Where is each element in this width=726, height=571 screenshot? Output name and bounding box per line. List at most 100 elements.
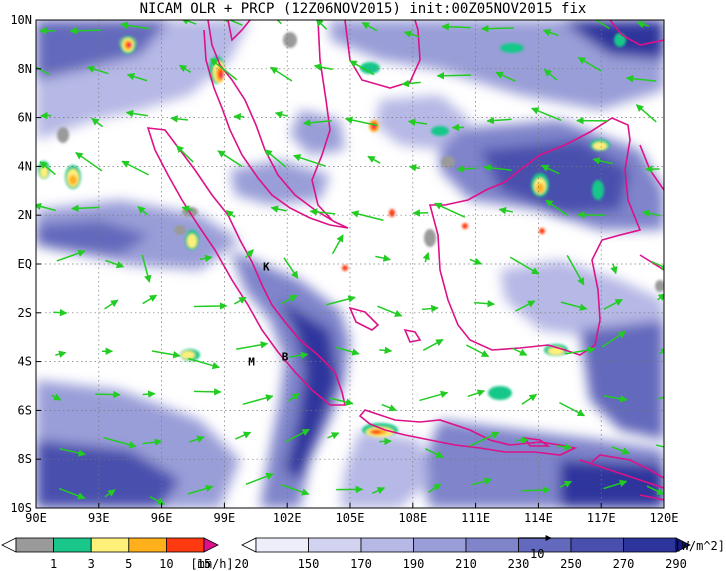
wind-arrow	[422, 338, 444, 351]
wind-arrow	[349, 60, 375, 76]
wind-arrow	[187, 357, 220, 370]
colorbar-tick-label: 150	[298, 557, 320, 571]
wind-arrow	[71, 204, 100, 213]
wind-arrow	[141, 254, 152, 283]
wind-arrow	[151, 350, 181, 359]
map-title: NICAM OLR + PRCP (12Z06NOV2015) init:00Z…	[139, 1, 587, 17]
wind-arrow	[428, 483, 442, 493]
wind-arrow	[233, 296, 247, 305]
wind-arrow	[636, 20, 650, 29]
place-label-B: B	[282, 351, 289, 364]
wind-arrow	[86, 65, 109, 75]
wind-arrow	[178, 64, 192, 73]
y-tick-label: 8N	[18, 62, 32, 76]
wind-arrow	[559, 401, 586, 417]
colorbar-tick-label: 10	[159, 557, 173, 571]
y-tick-label: 2N	[18, 208, 32, 222]
wind-arrow	[421, 304, 439, 313]
wind-arrow	[302, 119, 332, 127]
wind-arrow	[126, 73, 148, 82]
wind-arrow	[498, 206, 514, 215]
wind-arrow	[577, 211, 605, 219]
wind-arrow	[193, 388, 222, 396]
wind-arrow	[422, 252, 430, 263]
colorbar-tick-label: 1	[50, 557, 57, 571]
wind-arrow	[104, 299, 119, 310]
wind-arrow	[245, 472, 274, 486]
colorbar-tick-label: 250	[560, 557, 582, 571]
wind-arrow	[434, 202, 466, 218]
wind-arrow	[486, 116, 512, 125]
colorbar-swatch	[53, 537, 92, 553]
wind-arrow	[592, 157, 613, 165]
olr-colorbar: 150 170 190 210 230 250 270 290 [W/m^2]	[241, 537, 725, 571]
colorbar-swatch	[15, 537, 54, 553]
wind-arrow	[55, 350, 67, 358]
wind-arrow	[531, 107, 562, 121]
wind-arrow	[235, 431, 252, 440]
y-tick-label: 2S	[18, 306, 32, 320]
x-tick-label: 93E	[88, 511, 110, 525]
reference-vector-label: 10	[530, 547, 544, 561]
wind-arrow	[142, 294, 158, 305]
wind-arrow	[221, 20, 243, 26]
wind-arrow	[469, 431, 500, 447]
wind-arrow	[509, 256, 540, 275]
colorbar-tick-label: 190	[403, 557, 425, 571]
wind-arrow	[309, 208, 336, 216]
wind-arrow	[170, 115, 188, 123]
x-tick-label: 114E	[524, 511, 553, 525]
wind-arrow	[280, 483, 310, 496]
wind-vectors	[36, 20, 664, 505]
wind-arrow	[564, 346, 596, 355]
olr-unit: [W/m^2]	[674, 539, 725, 553]
wind-arrow	[120, 21, 150, 30]
axis-ticks: 90E 93E 96E 99E 102E 105E 108E 111E 114E 117E 120E…	[10, 13, 678, 525]
wind-arrow	[566, 254, 585, 286]
wind-arrow	[419, 390, 449, 402]
x-tick-label: 102E	[273, 511, 302, 525]
wind-arrow	[658, 347, 664, 356]
wind-arrow	[58, 487, 86, 500]
wind-arrow	[36, 202, 56, 212]
colorbar-swatch	[308, 537, 362, 553]
x-tick-label: 120E	[650, 511, 679, 525]
colorbar-min-arrow	[1, 537, 17, 553]
wind-arrow	[331, 234, 344, 255]
wind-arrow	[559, 480, 573, 488]
wind-arrow	[543, 68, 558, 81]
wind-arrow	[651, 260, 664, 270]
y-tick-label: 8S	[18, 452, 32, 466]
colorbar-tick-label: 15	[197, 557, 211, 571]
wind-arrow	[288, 351, 309, 360]
wind-arrow	[91, 117, 103, 128]
wind-arrow	[292, 154, 326, 167]
wind-arrow	[377, 305, 403, 317]
x-tick-label: 117E	[587, 511, 616, 525]
colorbar-max-arrow	[675, 537, 691, 553]
colorbar-tick-label: 170	[350, 557, 372, 571]
wind-arrow	[105, 259, 125, 269]
wind-arrow	[350, 210, 384, 221]
wind-arrow	[646, 485, 664, 495]
wind-arrow	[540, 164, 560, 175]
colorbar-swatch	[570, 537, 624, 553]
y-tick-label: 10S	[10, 501, 32, 515]
wind-arrow	[280, 294, 298, 305]
wind-arrow	[264, 149, 287, 168]
wind-arrow	[149, 496, 166, 505]
wind-arrow	[556, 443, 573, 451]
wind-arrow	[236, 341, 269, 350]
x-tick-label: 108E	[398, 511, 427, 525]
colorbar-tick-label: 5	[125, 557, 132, 571]
wind-arrow	[287, 393, 300, 402]
wind-arrow	[210, 58, 238, 81]
wind-arrow	[473, 299, 495, 308]
wind-arrow	[69, 27, 102, 35]
wind-arrow	[335, 346, 360, 356]
wind-arrow	[327, 432, 340, 440]
wind-arrow	[367, 155, 381, 164]
wind-arrow	[610, 263, 618, 275]
wind-arrow	[104, 489, 116, 498]
wind-arrow	[483, 164, 512, 172]
